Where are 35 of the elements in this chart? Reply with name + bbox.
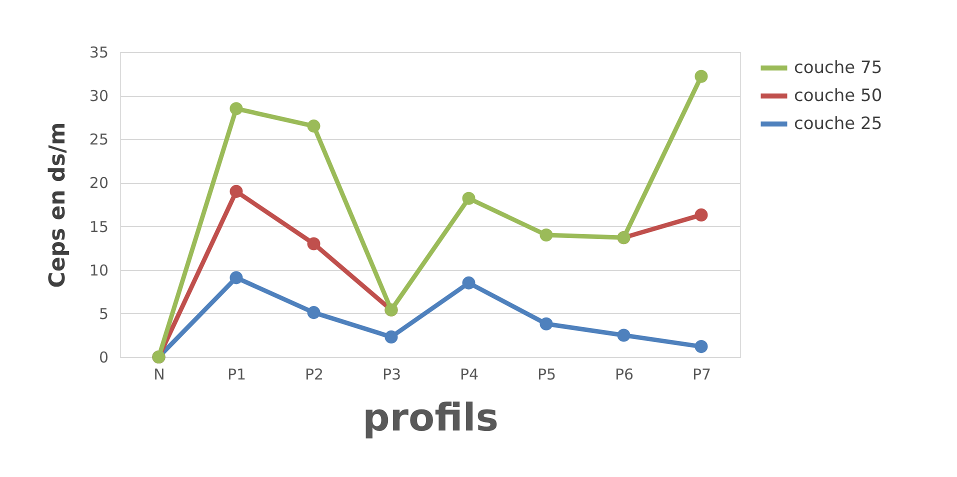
x-tick-label: P7 [692,366,712,384]
x-tick-label: P6 [614,366,634,384]
point [694,70,708,83]
point [540,317,553,330]
x-axis-title: profils [362,396,498,440]
x-tick-label: P2 [304,366,324,384]
y-tick-label: 10 [89,261,108,280]
legend-label: couche 25 [794,114,882,134]
y-tick-label: 0 [98,348,108,366]
point [540,228,553,242]
point [230,184,243,198]
point [462,276,476,290]
x-tick-label: N [154,366,165,384]
x-tick-label: P4 [460,366,479,384]
y-tick-label: 15 [89,218,108,236]
legend-label: couche 50 [794,86,882,106]
y-axis-title: Ceps en ds/m [45,122,70,288]
point [307,120,320,133]
point [307,237,320,250]
y-tick-label: 25 [89,130,108,149]
point [617,328,630,342]
x-tick-label: P3 [382,366,402,384]
y-tick-label: 35 [89,44,108,62]
point [230,102,243,116]
x-tick-label: P1 [227,366,246,384]
y-tick-label: 5 [98,304,108,323]
point [307,306,320,320]
point [462,192,476,205]
point [694,340,708,354]
x-tick-label: P5 [537,366,556,384]
y-tick-label: 20 [89,174,108,192]
y-tick-label: 30 [89,87,108,106]
legend-label: couche 75 [794,58,882,78]
point [384,330,398,344]
point [230,271,243,284]
